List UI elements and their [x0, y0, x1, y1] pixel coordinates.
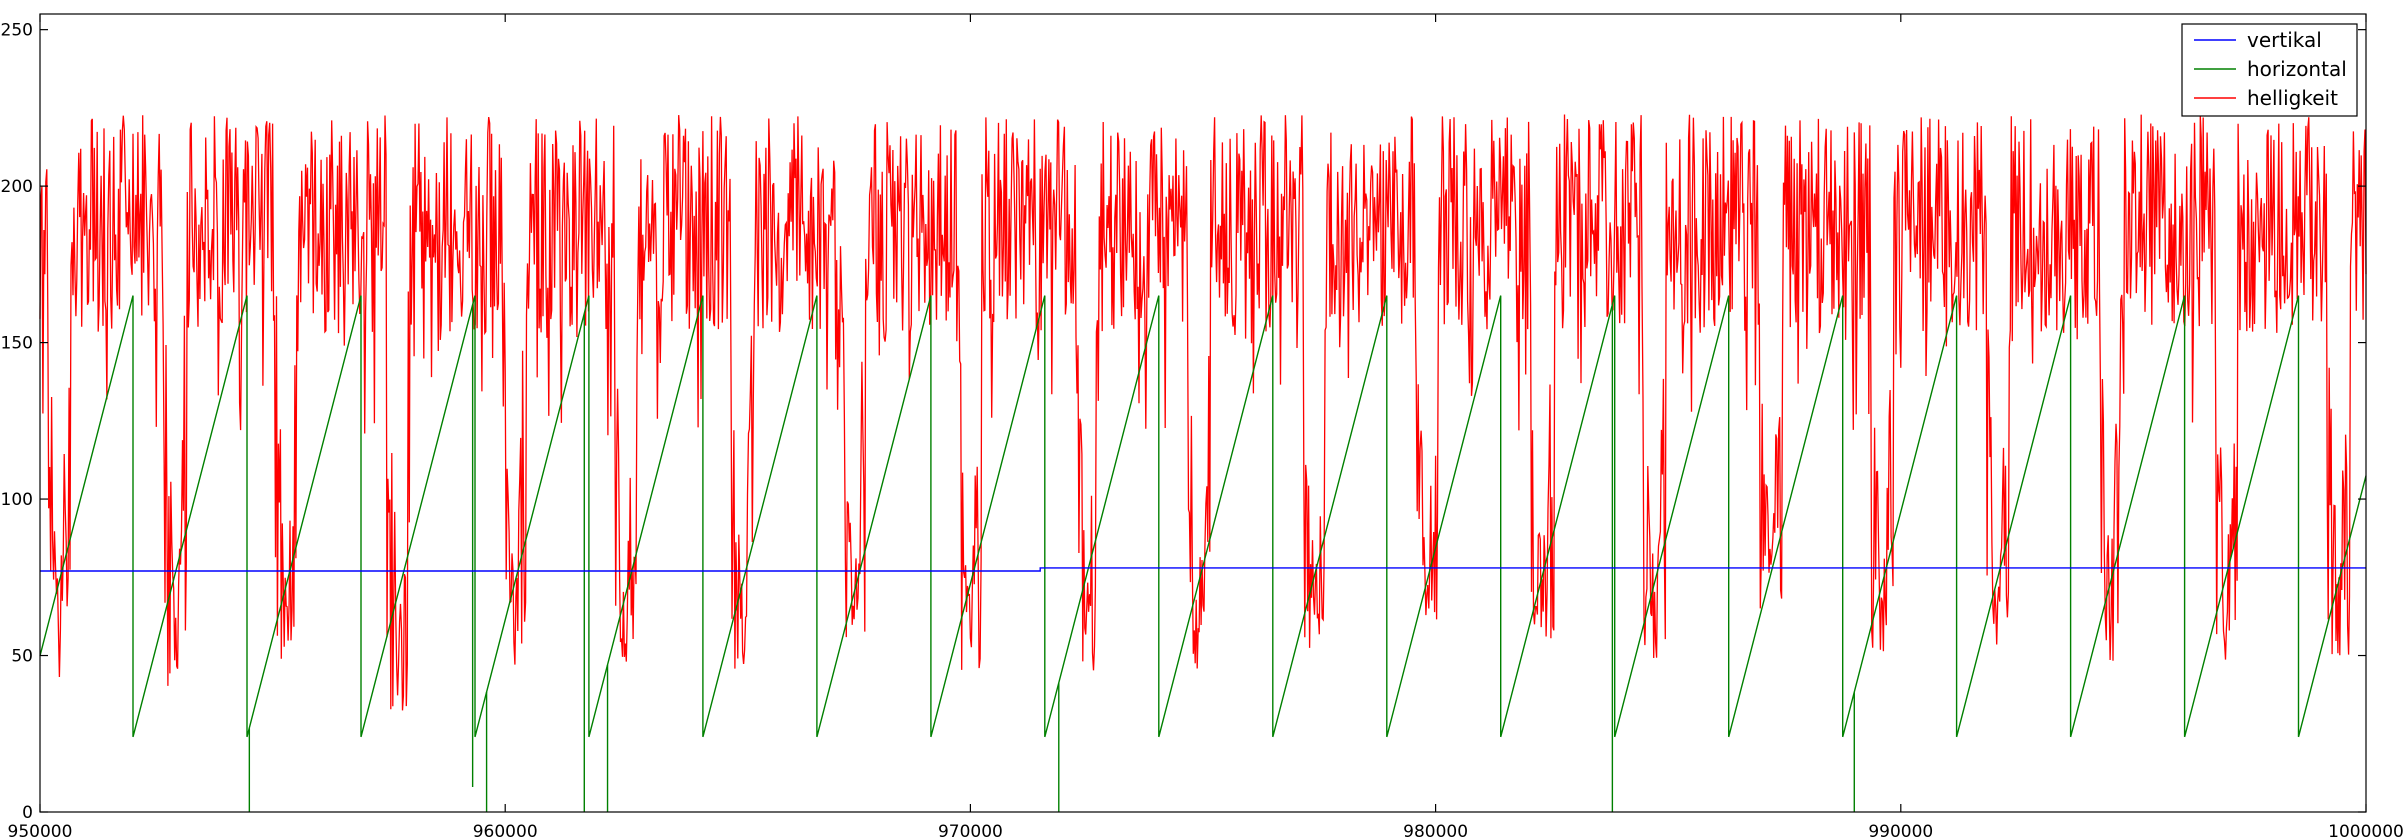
plot-background	[40, 14, 2366, 812]
plot-frame	[39, 13, 2367, 813]
x-tick-label: 980000	[1403, 822, 1468, 840]
y-tick-label: 200	[1, 177, 33, 197]
legend-label-horizontal: horizontal	[2247, 57, 2347, 81]
y-tick-label: 250	[1, 21, 33, 41]
y-tick-label: 150	[1, 334, 33, 354]
x-tick-label: 1000000	[2328, 822, 2404, 840]
legend-label-helligkeit: helligkeit	[2247, 86, 2338, 110]
legend-label-vertikal: vertikal	[2247, 28, 2322, 52]
series-layer	[39, 114, 2367, 812]
series-line-horizontal	[39, 295, 2367, 738]
x-tick-label: 950000	[8, 822, 73, 840]
y-axis: 0 50 100 150 200 250	[1, 21, 2366, 823]
y-tick-label: 0	[22, 803, 33, 823]
series-line-vertikal	[40, 567, 2366, 572]
x-axis: 950000 960000 970000 980000 990000 1000000	[8, 14, 2404, 840]
legend: vertikal horizontal helligkeit	[2181, 23, 2358, 117]
x-tick-label: 960000	[473, 822, 538, 840]
x-tick-label: 970000	[938, 822, 1003, 840]
y-tick-label: 50	[11, 647, 33, 667]
y-tick-label: 100	[1, 490, 33, 510]
series-line-helligkeit	[39, 114, 2367, 711]
x-tick-label: 990000	[1868, 822, 1933, 840]
